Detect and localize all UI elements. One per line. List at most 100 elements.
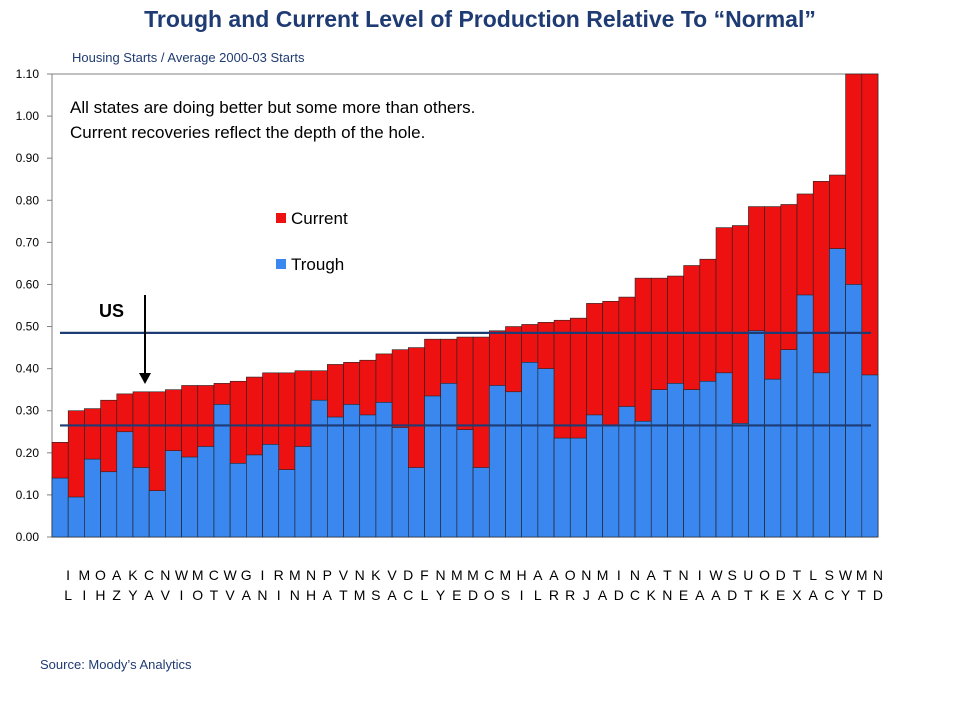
y-tick-label: 0.10 (16, 488, 40, 502)
x-tick-label-line2: M (354, 587, 366, 603)
bar-trough (391, 427, 409, 538)
x-tick-label-line1: S (727, 567, 736, 583)
x-tick-label-line1: I (617, 567, 621, 583)
bar-trough (262, 444, 280, 538)
x-tick-label-line1: O (759, 567, 770, 583)
x-tick-label-line2: S (371, 587, 380, 603)
bar-trough (51, 477, 69, 538)
bar-trough (731, 423, 749, 538)
bar-trough (84, 458, 101, 538)
x-tick-label-line2: E (776, 587, 785, 603)
x-tick-label-line1: T (663, 567, 672, 583)
bar-trough (116, 431, 134, 538)
x-tick-label-line2: A (387, 587, 397, 603)
x-tick-label-line2: D (468, 587, 478, 603)
x-tick-label-line2: Z (112, 587, 121, 603)
x-tick-label-line1: O (565, 567, 576, 583)
x-tick-label-line2: A (695, 587, 705, 603)
y-axis: 0.00 0.10 0.20 0.30 0.40 0.50 0.60 0.70 0.80 0.90… (16, 67, 52, 544)
x-tick-label-line2: N (290, 587, 300, 603)
bar-trough (845, 284, 863, 538)
x-tick-label-line1: M (467, 567, 479, 583)
bar-trough (748, 330, 765, 538)
bar-trough (650, 389, 668, 538)
x-tick-label-line2: K (646, 587, 656, 603)
bar-trough (667, 383, 684, 538)
x-tick-label-line1: D (776, 567, 786, 583)
x-tick-label-line2: I (82, 587, 86, 603)
x-tick-label-line1: I (698, 567, 702, 583)
x-tick-label-line2: T (857, 587, 866, 603)
x-axis-labels: ILMIOHAZKYCANVWIMOCTWVGAINRIMNNHPAVTNMKS… (64, 567, 883, 603)
x-tick-label-line2: C (824, 587, 834, 603)
bar-trough (197, 446, 215, 538)
x-tick-label-line1: A (112, 567, 122, 583)
x-tick-label-line2: A (323, 587, 333, 603)
x-tick-label-line1: I (66, 567, 70, 583)
x-tick-label-line2: T (339, 587, 348, 603)
x-tick-label-line2: V (161, 587, 171, 603)
us-marker: US (99, 295, 151, 384)
x-tick-label-line1: W (223, 567, 237, 583)
legend: Current Trough (276, 209, 348, 274)
bar-trough (310, 399, 328, 538)
bar-trough (375, 402, 393, 538)
x-tick-label-line2: T (210, 587, 219, 603)
y-tick-label: 0.60 (16, 277, 40, 291)
source-note: Source: Moody’s Analytics (40, 657, 192, 672)
x-tick-label-line2: J (583, 587, 590, 603)
bars (51, 73, 879, 538)
y-tick-label: 0.90 (16, 151, 40, 165)
x-tick-label-line1: V (339, 567, 349, 583)
x-tick-label-line1: C (209, 567, 219, 583)
x-tick-label-line2: Y (841, 587, 851, 603)
x-tick-label-line1: T (793, 567, 802, 583)
x-tick-label-line1: N (355, 567, 365, 583)
legend-swatch-current (276, 213, 286, 223)
x-tick-label-line1: M (856, 567, 868, 583)
x-tick-label-line1: S (825, 567, 834, 583)
x-tick-label-line1: L (809, 567, 817, 583)
bar-trough (472, 467, 490, 538)
x-tick-label-line1: A (533, 567, 543, 583)
x-tick-label-line1: M (451, 567, 463, 583)
bar-trough (569, 437, 587, 538)
x-tick-label-line2: I (520, 587, 524, 603)
x-tick-label-line2: A (242, 587, 252, 603)
x-tick-label-line1: P (323, 567, 332, 583)
x-tick-label-line2: H (306, 587, 316, 603)
x-tick-label-line1: N (436, 567, 446, 583)
y-tick-label: 0.30 (16, 404, 40, 418)
x-tick-label-line2: C (403, 587, 413, 603)
bar-trough (715, 372, 733, 538)
x-tick-label-line2: D (727, 587, 737, 603)
x-tick-label-line1: K (371, 567, 381, 583)
x-tick-label-line1: G (241, 567, 252, 583)
x-tick-label-line2: A (808, 587, 818, 603)
y-tick-label: 1.00 (16, 109, 40, 123)
bar-trough (278, 469, 296, 538)
bar-trough (440, 383, 458, 538)
legend-label-trough: Trough (291, 255, 344, 274)
x-tick-label-line2: N (662, 587, 672, 603)
x-tick-label-line1: M (78, 567, 90, 583)
x-tick-label-line2: C (630, 587, 640, 603)
x-tick-label-line1: M (289, 567, 301, 583)
bar-trough (586, 414, 603, 538)
bar-trough (213, 404, 231, 538)
x-tick-label-line2: L (421, 587, 429, 603)
bar-trough (148, 490, 166, 538)
x-tick-label-line1: A (646, 567, 656, 583)
x-tick-label-line2: E (679, 587, 688, 603)
x-tick-label-line2: K (760, 587, 770, 603)
x-tick-label-line1: W (175, 567, 189, 583)
chart-title: Trough and Current Level of Production R… (144, 6, 816, 32)
y-tick-label: 0.50 (16, 320, 40, 334)
x-tick-label-line1: V (387, 567, 397, 583)
bar-trough (100, 471, 118, 538)
x-tick-label-line1: N (581, 567, 591, 583)
x-tick-label-line1: N (873, 567, 883, 583)
x-tick-label-line1: M (597, 567, 609, 583)
bar-trough (553, 437, 571, 538)
y-tick-label: 0.70 (16, 235, 40, 249)
